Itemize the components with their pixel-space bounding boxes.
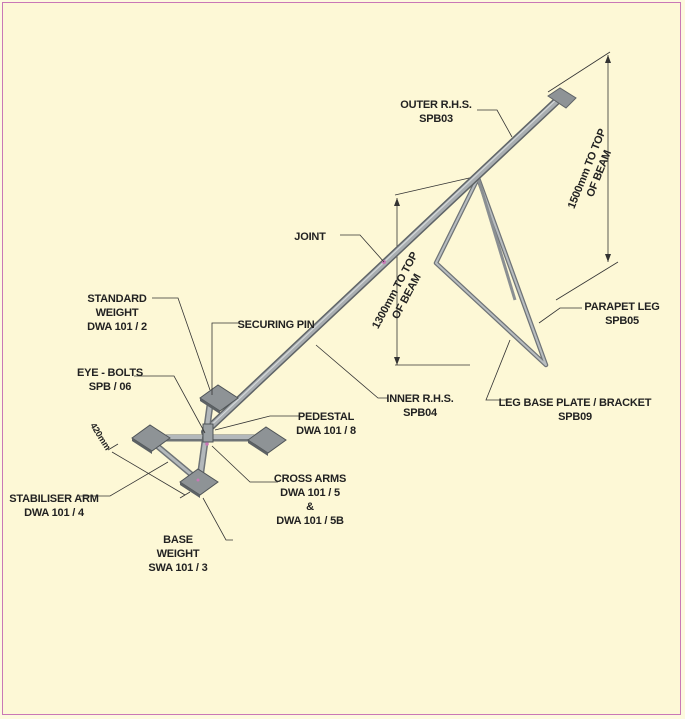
leader-pedestal xyxy=(214,415,300,431)
label-standard-weight-line3: DWA 101 / 2 xyxy=(87,321,147,333)
label-leg-base-plate-line2: SPB09 xyxy=(558,411,592,423)
label-eye-bolts-line2: SPB / 06 xyxy=(89,381,132,393)
label-base-weight-line3: SWA 101 / 3 xyxy=(148,562,207,574)
leader-leg-base-plate xyxy=(485,339,511,401)
label-cross-arms-line1: CROSS ARMS xyxy=(274,473,346,485)
leader-cross-arms xyxy=(211,445,278,483)
parapet-leg-outline xyxy=(433,177,549,368)
base-weight-edge xyxy=(180,482,200,498)
label-pedestal-line2: DWA 101 / 8 xyxy=(296,425,356,437)
dim-1300-arrow-down xyxy=(394,357,400,365)
parapet-leg-highlight xyxy=(435,177,547,366)
standard-weight-edge xyxy=(200,398,220,414)
dim-ext-line-top xyxy=(547,51,611,93)
stabiliser-plate xyxy=(131,424,171,452)
leader-parapet-leg xyxy=(538,307,582,324)
label-stabiliser-arm-line2: DWA 101 / 4 xyxy=(24,507,85,519)
leader-joint xyxy=(340,234,385,263)
label-cross-arms-line4: DWA 101 / 5B xyxy=(276,515,344,527)
label-standard-weight-line1: STANDARD xyxy=(87,293,147,305)
dim-small-tick-a xyxy=(107,443,119,451)
cross-arm-plate xyxy=(247,426,287,454)
label-cross-arms-line3: & xyxy=(306,501,314,513)
base-weight-plate xyxy=(179,468,219,496)
label-parapet-leg-line2: SPB05 xyxy=(605,315,639,327)
beam-end-cap xyxy=(547,87,577,109)
label-inner-rhs-line1: INNER R.H.S. xyxy=(386,393,453,405)
dim-1300-ext-top xyxy=(394,175,479,196)
labels: OUTER R.H.S. SPB03 JOINT STANDARD WEIGHT… xyxy=(9,99,660,574)
beam-body xyxy=(202,95,563,435)
label-standard-weight-line2: WEIGHT xyxy=(96,307,139,319)
label-inner-rhs-line2: SPB04 xyxy=(403,407,438,419)
label-cross-arms-line2: DWA 101 / 5 xyxy=(280,487,340,499)
label-base-weight-line1: BASE xyxy=(163,534,193,546)
label-leg-base-plate-line1: LEG BASE PLATE / BRACKET xyxy=(499,397,652,409)
label-parapet-leg-line1: PARAPET LEG xyxy=(584,301,659,313)
parapet-leg xyxy=(433,177,549,368)
leader-inner-rhs xyxy=(315,344,388,399)
label-outer-rhs-line2: SPB03 xyxy=(419,113,453,125)
leader-eye-bolts xyxy=(134,375,206,434)
base-assembly xyxy=(131,384,287,498)
dimension-1300: 1300mm TO TOP OF BEAM xyxy=(370,175,479,366)
dim-small-text: 420mm xyxy=(88,421,112,452)
dim-arrow-up xyxy=(605,55,611,63)
main-beam xyxy=(201,87,577,436)
label-pedestal-line1: PEDESTAL xyxy=(298,411,355,423)
dim-1300-arrow-up xyxy=(394,198,400,206)
pedestal xyxy=(202,423,214,443)
leader-stabiliser-arm xyxy=(80,461,169,497)
leader-lines xyxy=(80,109,582,541)
base-marker xyxy=(196,478,200,482)
stabiliser-plate-edge xyxy=(132,438,152,454)
leader-standard-weight xyxy=(152,297,211,391)
label-eye-bolts-line1: EYE - BOLTS xyxy=(77,367,143,379)
dim-arrow-down xyxy=(605,254,611,262)
label-stabiliser-arm-line1: STABILISER ARM xyxy=(9,493,99,505)
label-base-weight-line2: WEIGHT xyxy=(157,548,200,560)
label-joint: JOINT xyxy=(294,231,326,243)
parapet-leg-brace xyxy=(476,177,517,301)
cross-arm-plate-edge xyxy=(248,440,268,456)
pedestal-marker xyxy=(205,442,209,446)
label-securing-pin: SECURING PIN xyxy=(237,319,314,331)
dim-small-tick-b xyxy=(179,491,191,499)
leader-securing-pin xyxy=(211,322,238,395)
label-outer-rhs-line1: OUTER R.H.S. xyxy=(400,99,472,111)
leader-outer-rhs xyxy=(477,109,513,138)
leader-base-weight xyxy=(202,497,233,541)
dim-ext-line-bottom xyxy=(555,261,619,301)
